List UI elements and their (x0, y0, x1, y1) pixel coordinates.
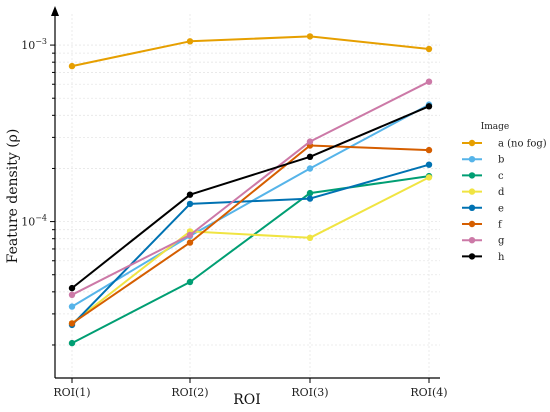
legend-label: b (498, 155, 504, 166)
series-group (68, 33, 433, 347)
data-point (186, 38, 194, 45)
data-point (68, 303, 76, 310)
legend-item: b (462, 155, 504, 166)
x-tick-label: ROI(2) (171, 386, 208, 399)
data-point (68, 62, 76, 70)
data-point (186, 200, 194, 208)
series-line (71, 175, 430, 344)
series-line (71, 105, 430, 289)
data-point (425, 146, 433, 154)
x-ticks: ROI(1) ROI(2) ROI(3) ROI(4) (53, 378, 448, 399)
grid (55, 14, 440, 378)
data-point (425, 174, 433, 181)
legend-item: d (462, 187, 505, 198)
y-tick-label: 10−4 (21, 214, 47, 229)
data-point (68, 339, 76, 347)
data-point (186, 231, 194, 239)
series-line (71, 35, 430, 68)
legend-item: a (no fog) (462, 139, 547, 150)
legend-swatch-marker (468, 172, 476, 179)
series-1 (68, 33, 433, 70)
series-7 (68, 78, 433, 298)
y-axis-label: Feature density (ρ) (5, 129, 21, 264)
legend-swatch-marker (468, 139, 476, 147)
y-axis-arrow (51, 6, 59, 16)
legend-label: h (498, 252, 505, 263)
x-tick-label: ROI(3) (291, 386, 328, 399)
data-point (425, 45, 433, 53)
x-tick-label: ROI(1) (53, 386, 90, 399)
legend-label: g (498, 236, 505, 247)
series-8 (68, 103, 433, 292)
legend-swatch-marker (468, 220, 476, 228)
legend-label: e (498, 203, 504, 214)
legend-item: g (462, 236, 505, 247)
data-point (186, 191, 194, 198)
data-point (186, 278, 194, 286)
legend-label: f (498, 220, 503, 231)
series-2 (68, 101, 433, 310)
data-point (306, 153, 314, 160)
data-point (68, 291, 76, 298)
legend-item: c (462, 171, 504, 182)
data-point (306, 165, 314, 172)
data-point (306, 195, 314, 202)
legend-swatch-marker (468, 204, 476, 211)
data-point (425, 103, 433, 110)
y-tick-label: 10−3 (21, 37, 47, 52)
data-point (306, 33, 314, 40)
data-point (306, 189, 314, 197)
legend-item: f (462, 220, 503, 231)
legend-item: h (462, 252, 505, 263)
series-line (71, 144, 430, 325)
legend-swatch-marker (468, 156, 476, 163)
series-line (71, 80, 430, 296)
x-tick-label: ROI(4) (410, 386, 447, 399)
data-point (425, 78, 433, 85)
series-line (71, 176, 430, 325)
legend-swatch-marker (468, 253, 476, 260)
legend-label: c (498, 171, 504, 182)
legend-swatch-marker (468, 237, 476, 244)
data-point (306, 138, 314, 145)
legend-label: d (498, 187, 505, 198)
x-axis-label: ROI (233, 392, 261, 408)
legend-item: e (462, 203, 504, 214)
y-ticks: 10−4 10−3 (21, 37, 55, 346)
data-point (306, 234, 314, 241)
series-3 (68, 172, 433, 347)
series-4 (68, 174, 433, 327)
data-point (186, 239, 194, 246)
legend-title: Image (481, 122, 510, 132)
axes (51, 6, 440, 379)
legend-swatch-marker (468, 188, 476, 195)
series-5 (68, 161, 433, 329)
legend-label: a (no fog) (498, 139, 547, 150)
data-point (68, 284, 76, 292)
data-point (68, 320, 76, 327)
data-point (425, 161, 433, 168)
